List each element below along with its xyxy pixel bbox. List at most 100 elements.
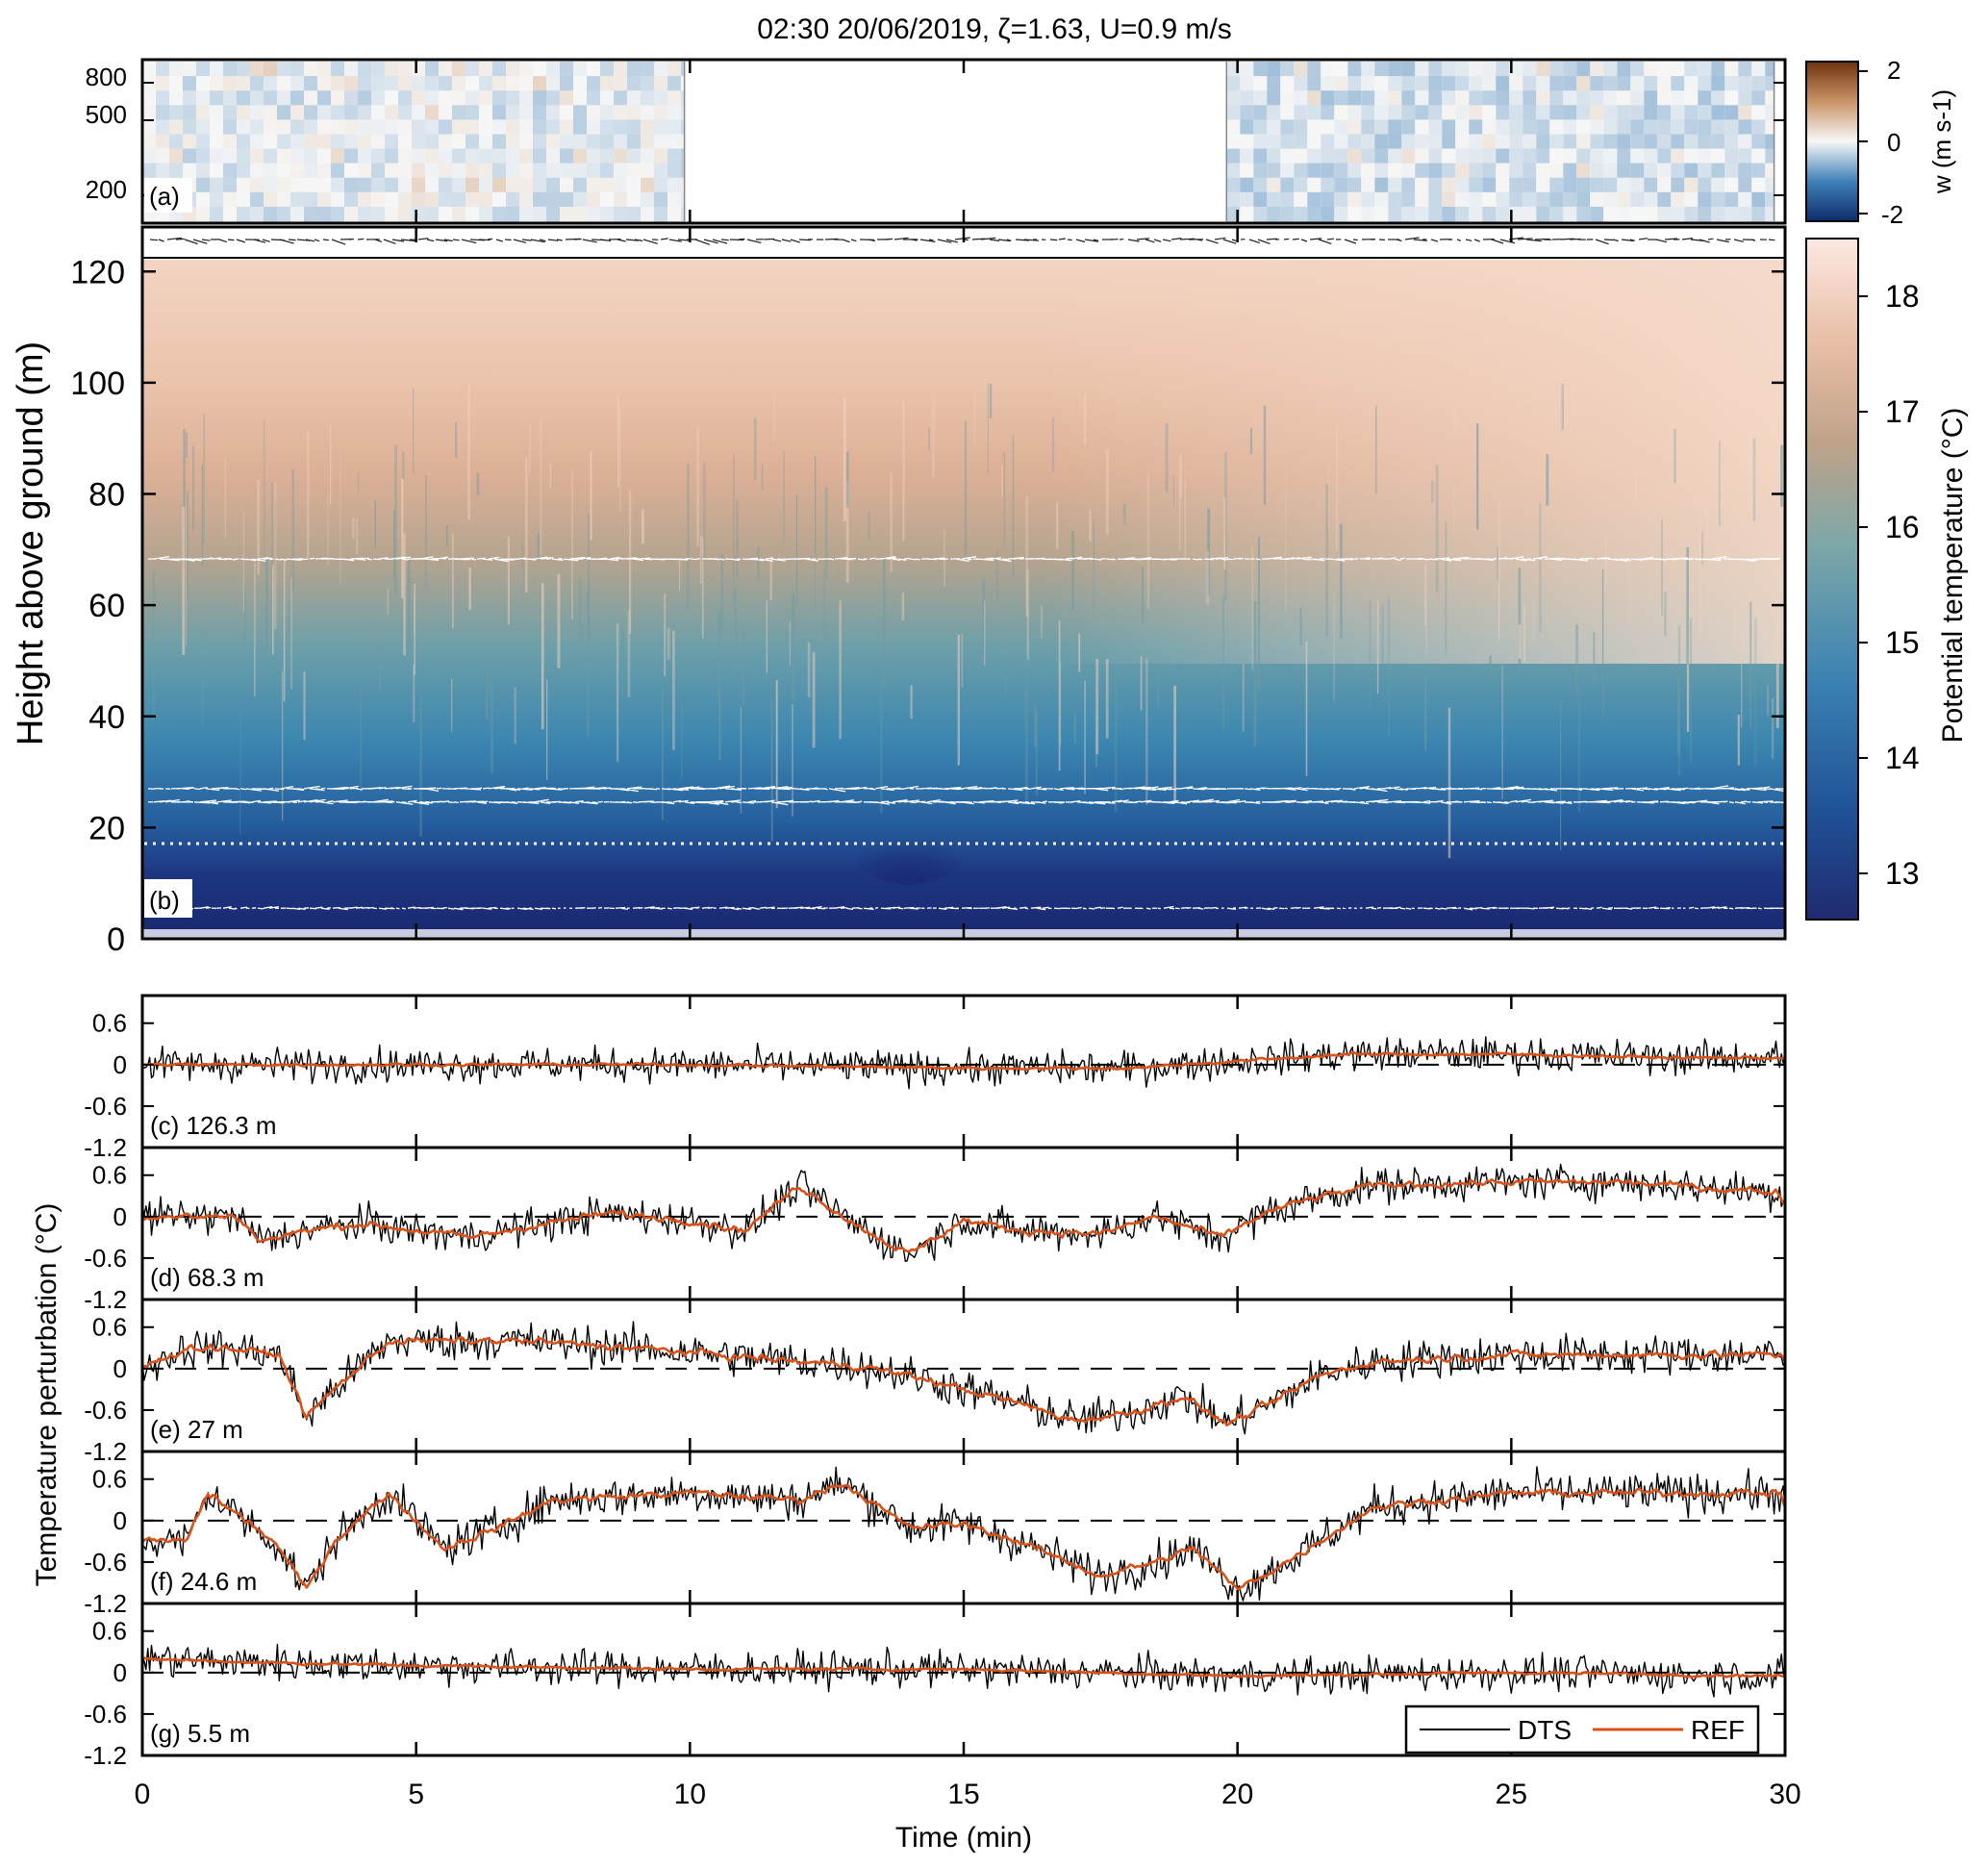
wind-vector [263,788,279,792]
wind-vector [1688,906,1695,909]
wind-vector [568,801,580,804]
wind-vector [759,785,775,790]
ytick-label: 0 [113,1050,127,1079]
wind-vector [1630,788,1644,792]
w-cell [1590,90,1604,106]
wind-vector [476,787,483,790]
wind-vector [1544,557,1560,560]
w-cell [1698,163,1712,179]
w-cell [331,105,344,120]
w-cell [1671,105,1685,120]
w-cell [1401,191,1416,208]
wind-vector [1244,788,1251,791]
w-cell [1684,191,1699,208]
w-cell [1496,62,1510,77]
wind-vector [349,906,358,909]
ytick-label: 0 [113,1354,127,1383]
w-cell [1428,177,1443,193]
wind-vector [1169,788,1176,791]
wind-barb [1525,239,1542,242]
w-cell [1428,90,1443,106]
wind-vector [193,788,201,791]
w-cell [1442,177,1456,193]
wind-vector [320,907,330,910]
w-cell [1253,119,1268,135]
w-cell [600,62,614,77]
wind-vector [1584,907,1593,911]
wind-vector [164,798,180,803]
wind-vector [447,907,455,910]
w-cell [331,90,344,106]
w-cell [1361,90,1375,106]
wind-vector [765,799,775,803]
w-cell [1657,62,1672,77]
wind-vector [332,799,348,803]
w-cell [250,163,264,179]
w-cell [452,90,466,106]
w-cell [1724,90,1739,106]
wind-vector [1042,906,1049,909]
w-cell [290,76,304,91]
wind-vector [511,788,520,791]
w-cell [331,148,344,164]
w-cell [1361,163,1375,179]
w-cell [1388,163,1402,179]
wind-barb [1318,239,1332,244]
w-cell [1603,148,1618,164]
w-cell [546,134,560,150]
w-cell [1536,134,1550,150]
w-cell [1321,191,1335,208]
w-cell [344,62,358,77]
ytick-label: -0.6 [84,1396,127,1425]
wind-vector [245,558,257,562]
wind-barb [893,237,909,240]
w-cell [344,206,358,222]
w-cell [1469,163,1483,179]
wind-vector [1469,787,1480,790]
wind-vector [626,786,642,790]
wind-vector [395,907,400,910]
wind-vector [880,907,892,910]
w-cell [317,206,331,222]
wind-vector [1347,788,1356,791]
w-cell [304,105,317,120]
wind-vector [1313,906,1324,909]
w-cell [506,177,519,193]
wind-vector [424,788,440,793]
w-cell [1671,90,1685,106]
wind-barb [1248,239,1260,244]
wind-vector [407,906,415,909]
ytick-label: -1.2 [84,1589,127,1618]
w-cell [1428,206,1443,222]
wind-vector [1648,800,1658,803]
wind-barb [262,239,270,242]
w-cell [1765,148,1774,164]
panel-label: (d) 68.3 m [150,1263,264,1292]
w-cell [210,163,223,179]
w-cell [667,90,681,106]
w-cell [479,119,492,135]
wind-vector [361,800,366,803]
w-cell [1482,163,1497,179]
w-cell [1347,119,1362,135]
panel-b-ytick-40: 40 [88,699,125,736]
ytick-label: -1.2 [84,1437,127,1466]
w-cell [290,90,304,106]
wind-vector [961,906,972,909]
w-cell [237,177,250,193]
wind-vector [1676,557,1689,560]
wind-vector [534,787,546,790]
wind-vector [1215,557,1228,560]
w-cell [385,163,398,179]
wind-vector [1330,788,1337,791]
panel-c: 0.60-0.6-1.2(c) 126.3 m [84,994,1787,1162]
w-cell [667,134,681,150]
wind-vector [1740,558,1754,562]
wind-vector [291,558,304,561]
wind-vector [718,906,728,909]
w-cell [1644,148,1658,164]
w-cell [1442,148,1456,164]
wind-vector [1394,558,1401,561]
w-cell [1415,105,1429,120]
w-cell [573,134,587,150]
